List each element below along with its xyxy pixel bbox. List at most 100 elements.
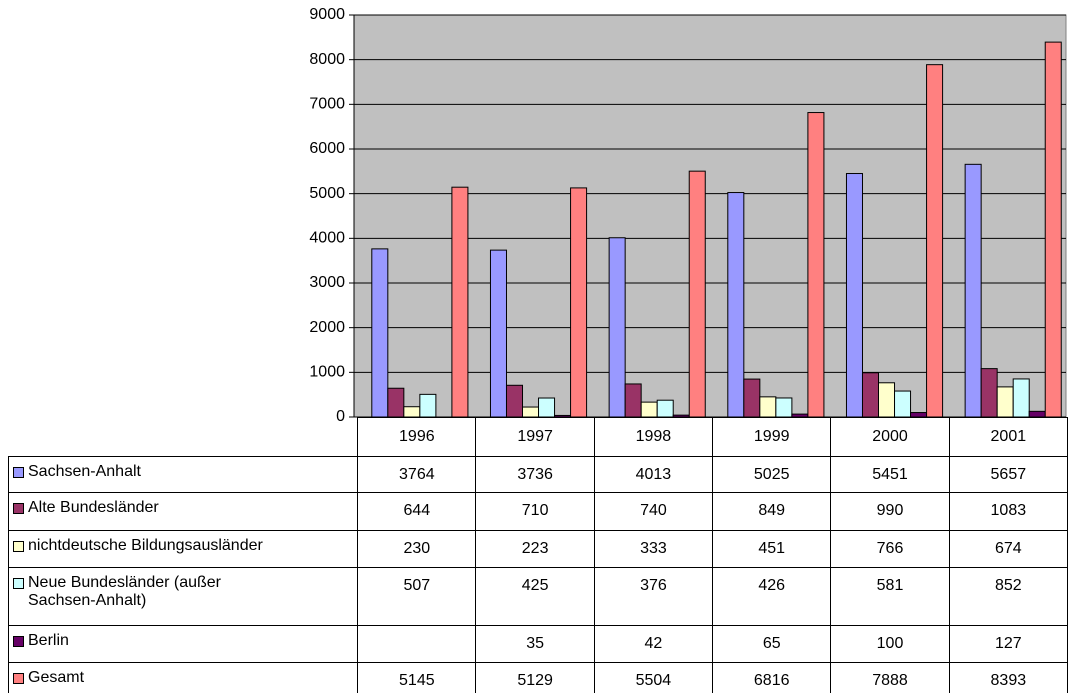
value-cell: 6816 <box>712 662 832 693</box>
value-cell: 42 <box>593 625 714 663</box>
legend-entry: Alte Bundesländer <box>7 492 359 531</box>
value-cell: 766 <box>830 530 950 568</box>
data-label: 6816 <box>753 672 790 689</box>
data-label: 426 <box>758 577 786 594</box>
legend-key <box>13 636 24 647</box>
value-cell: 852 <box>948 567 1068 626</box>
data-label: 100 <box>876 635 904 652</box>
data-label: 5657 <box>990 466 1027 483</box>
legend-entry: nichtdeutsche Bildungsausländer <box>7 530 359 568</box>
value-cell: 230 <box>357 530 477 568</box>
value-cell: 35 <box>475 625 595 663</box>
data-label: 5504 <box>635 672 672 689</box>
data-label: 852 <box>994 577 1022 594</box>
bar <box>489 249 507 418</box>
data-label: 425 <box>521 577 549 594</box>
value-cell: 5657 <box>948 456 1068 493</box>
bar <box>688 170 706 418</box>
bar <box>403 406 421 418</box>
data-label: 1083 <box>990 502 1027 519</box>
table-row: Alte Bundesländer 644 710 740 849 990 1083 <box>7 492 1068 531</box>
bar <box>743 378 761 418</box>
value-cell: 223 <box>475 530 595 568</box>
bar <box>451 186 469 418</box>
data-label: 8393 <box>990 672 1027 689</box>
header-row: 1996 1997 1998 1999 2000 2001 <box>9 417 1068 457</box>
value-cell: 5145 <box>357 662 477 693</box>
data-label: 333 <box>640 540 667 557</box>
value-cell <box>357 625 477 663</box>
data-label: 223 <box>521 540 549 557</box>
bar <box>807 112 825 418</box>
bar <box>845 173 863 418</box>
data-label: 740 <box>640 502 667 519</box>
blank-cell <box>9 418 358 457</box>
data-label: 3736 <box>517 466 553 483</box>
data-label: 581 <box>876 577 904 594</box>
bar <box>1012 378 1030 418</box>
value-cell: 710 <box>475 492 595 531</box>
value-cell: 507 <box>357 567 477 626</box>
bar <box>878 382 896 418</box>
table-row: Sachsen-Anhalt 3764 3736 4013 5025 5451 5657 <box>7 456 1068 493</box>
value-cell: 425 <box>475 567 595 626</box>
data-label: 42 <box>644 635 663 652</box>
data-label: 65 <box>762 635 781 652</box>
bar <box>775 397 793 418</box>
value-cell: 5504 <box>593 662 714 693</box>
bar <box>570 187 588 418</box>
data-label: 507 <box>403 577 431 594</box>
data-label: 5145 <box>399 672 435 689</box>
value-cell: 581 <box>830 567 950 626</box>
bar <box>419 393 437 418</box>
value-cell: 990 <box>830 492 950 531</box>
bar <box>861 372 880 418</box>
bar <box>964 163 982 418</box>
data-label: 674 <box>994 540 1022 557</box>
x-tick-label: 2000 <box>830 417 950 457</box>
y-tick-label: 8000 <box>309 51 345 68</box>
bar <box>538 397 556 418</box>
data-label: 710 <box>521 502 549 519</box>
legend-label: Neue Bundesländer (außer Sachsen-Anhalt) <box>28 574 222 609</box>
table-row: Neue Bundesländer (außer Sachsen-Anhalt)… <box>7 567 1068 626</box>
value-cell: 644 <box>357 492 477 531</box>
value-cell: 5025 <box>712 456 832 493</box>
table-row: nichtdeutsche Bildungsausländer 230 223 333… <box>7 530 1068 568</box>
value-cell: 7888 <box>830 662 950 693</box>
bar <box>1044 41 1062 418</box>
value-cell: 740 <box>593 492 714 531</box>
y-tick-label: 9000 <box>309 6 345 23</box>
bar <box>727 192 745 418</box>
value-cell: 333 <box>593 530 714 568</box>
value-cell: 100 <box>830 625 950 663</box>
x-tick-label: 1996 <box>357 417 477 457</box>
legend-entry: Sachsen-Anhalt <box>7 456 359 493</box>
y-tick-label: 7000 <box>309 96 345 113</box>
plot-area <box>353 14 1067 418</box>
y-tick-label: 1000 <box>309 364 345 381</box>
value-cell: 849 <box>712 492 832 531</box>
legend-label: nichtdeutsche Bildungsausländer <box>28 537 263 554</box>
x-tick-label: 1999 <box>712 417 832 457</box>
table-row: Berlin 35 42 65 100 127 <box>7 625 1068 663</box>
value-cell: 3736 <box>475 456 595 493</box>
bar <box>980 368 998 418</box>
data-label: 849 <box>758 502 786 519</box>
legend-label: Alte Bundesländer <box>28 499 159 516</box>
legend-label: Berlin <box>28 632 69 649</box>
x-tick-label: 1997 <box>475 417 595 457</box>
value-cell: 376 <box>593 567 714 626</box>
value-cell: 127 <box>948 625 1068 663</box>
y-tick-label: 2000 <box>309 319 345 336</box>
y-tick-label: 0 <box>336 408 345 425</box>
legend-label: Sachsen-Anhalt <box>28 463 141 480</box>
value-cell: 674 <box>948 530 1068 568</box>
legend-key <box>13 578 24 589</box>
y-tick-label: 4000 <box>309 230 345 247</box>
bar <box>656 399 674 418</box>
bar <box>624 383 642 418</box>
value-cell: 4013 <box>593 456 714 493</box>
